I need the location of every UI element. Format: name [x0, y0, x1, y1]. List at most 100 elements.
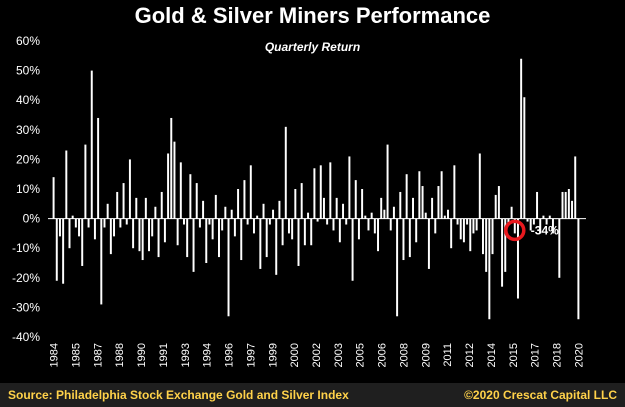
bar [373, 218, 376, 234]
bar [526, 218, 529, 222]
bar [529, 218, 532, 231]
chart-title: Gold & Silver Miners Performance [134, 3, 491, 28]
bar [313, 168, 316, 219]
bar [405, 174, 408, 219]
bar [294, 189, 297, 219]
x-tick-label: 2000 [289, 343, 301, 367]
bar [539, 218, 542, 234]
bar [179, 162, 182, 219]
x-tick-label: 2012 [464, 343, 476, 367]
bar [227, 218, 230, 317]
bar [488, 218, 491, 320]
bar [297, 218, 300, 266]
bar [402, 218, 405, 261]
callout-value-label: -34% [531, 223, 559, 237]
bar [440, 171, 443, 219]
x-tick-label: 2020 [573, 343, 585, 367]
bar [338, 218, 341, 243]
bar [482, 218, 484, 255]
bar [221, 218, 224, 231]
bar [332, 218, 335, 231]
bar [135, 197, 138, 219]
bar [144, 197, 147, 219]
callout-circle [504, 219, 526, 242]
bar [246, 218, 249, 225]
bar [558, 218, 561, 278]
bar [504, 218, 507, 272]
bar [265, 218, 268, 258]
bar [354, 180, 357, 219]
bar [431, 197, 434, 219]
bar [507, 218, 510, 225]
bar [176, 218, 179, 246]
bar [87, 218, 90, 228]
bar [74, 218, 77, 228]
y-tick-label: 40% [16, 93, 40, 107]
bar [284, 126, 287, 219]
bar [256, 215, 259, 219]
bar [523, 97, 526, 219]
x-tick-label: 1985 [71, 343, 83, 367]
bar [113, 218, 116, 237]
bar [447, 209, 449, 219]
bar [345, 218, 348, 225]
bar [307, 212, 310, 219]
bar [545, 218, 548, 225]
bar [561, 191, 564, 219]
bar [106, 203, 109, 219]
bar [58, 218, 61, 237]
bar [396, 218, 399, 317]
x-tick-label: 1991 [158, 343, 170, 367]
bar [183, 218, 185, 225]
bar [424, 212, 427, 219]
bar [192, 218, 195, 272]
bar [103, 218, 106, 228]
bar [367, 218, 370, 231]
bar [148, 218, 150, 252]
bar [211, 218, 214, 240]
bar [516, 218, 519, 299]
bar [109, 218, 112, 255]
bar [116, 191, 119, 219]
bar [93, 218, 96, 240]
bar [138, 218, 141, 252]
bar [469, 218, 472, 252]
bar [472, 218, 475, 234]
bar [170, 117, 173, 219]
bar-series [52, 58, 580, 320]
bar [230, 209, 233, 219]
bar [268, 218, 271, 225]
chart-subtitle: Quarterly Return [264, 40, 361, 54]
y-tick-label: -20% [12, 271, 40, 285]
bar [450, 218, 453, 249]
bar [351, 218, 354, 281]
bar [291, 218, 294, 240]
bar [370, 212, 373, 219]
bar [520, 58, 523, 219]
bar [81, 218, 84, 266]
bar [513, 218, 516, 234]
y-tick-label: -10% [12, 241, 40, 255]
x-axis: 1984 1985 1987 1988 1990 1991 1993 1994 1996 1997… [49, 343, 586, 367]
x-tick-label: 2003 [333, 343, 345, 367]
bar [224, 206, 227, 219]
bar [459, 218, 462, 240]
bar [65, 150, 68, 219]
latest-value-callout: -34% [504, 219, 559, 242]
bar [154, 206, 157, 219]
bar [421, 186, 424, 219]
bar [249, 165, 252, 219]
bar [564, 191, 567, 219]
x-tick-label: 2005 [355, 343, 367, 367]
x-tick-label: 1987 [92, 343, 104, 367]
bar [348, 156, 351, 219]
bar [303, 218, 306, 246]
bar [418, 171, 421, 219]
bar [55, 218, 58, 281]
y-tick-label: 50% [16, 64, 40, 78]
bar [377, 218, 380, 252]
bar [316, 218, 319, 222]
bar [501, 218, 504, 287]
bar [567, 189, 570, 219]
bar [485, 218, 488, 272]
